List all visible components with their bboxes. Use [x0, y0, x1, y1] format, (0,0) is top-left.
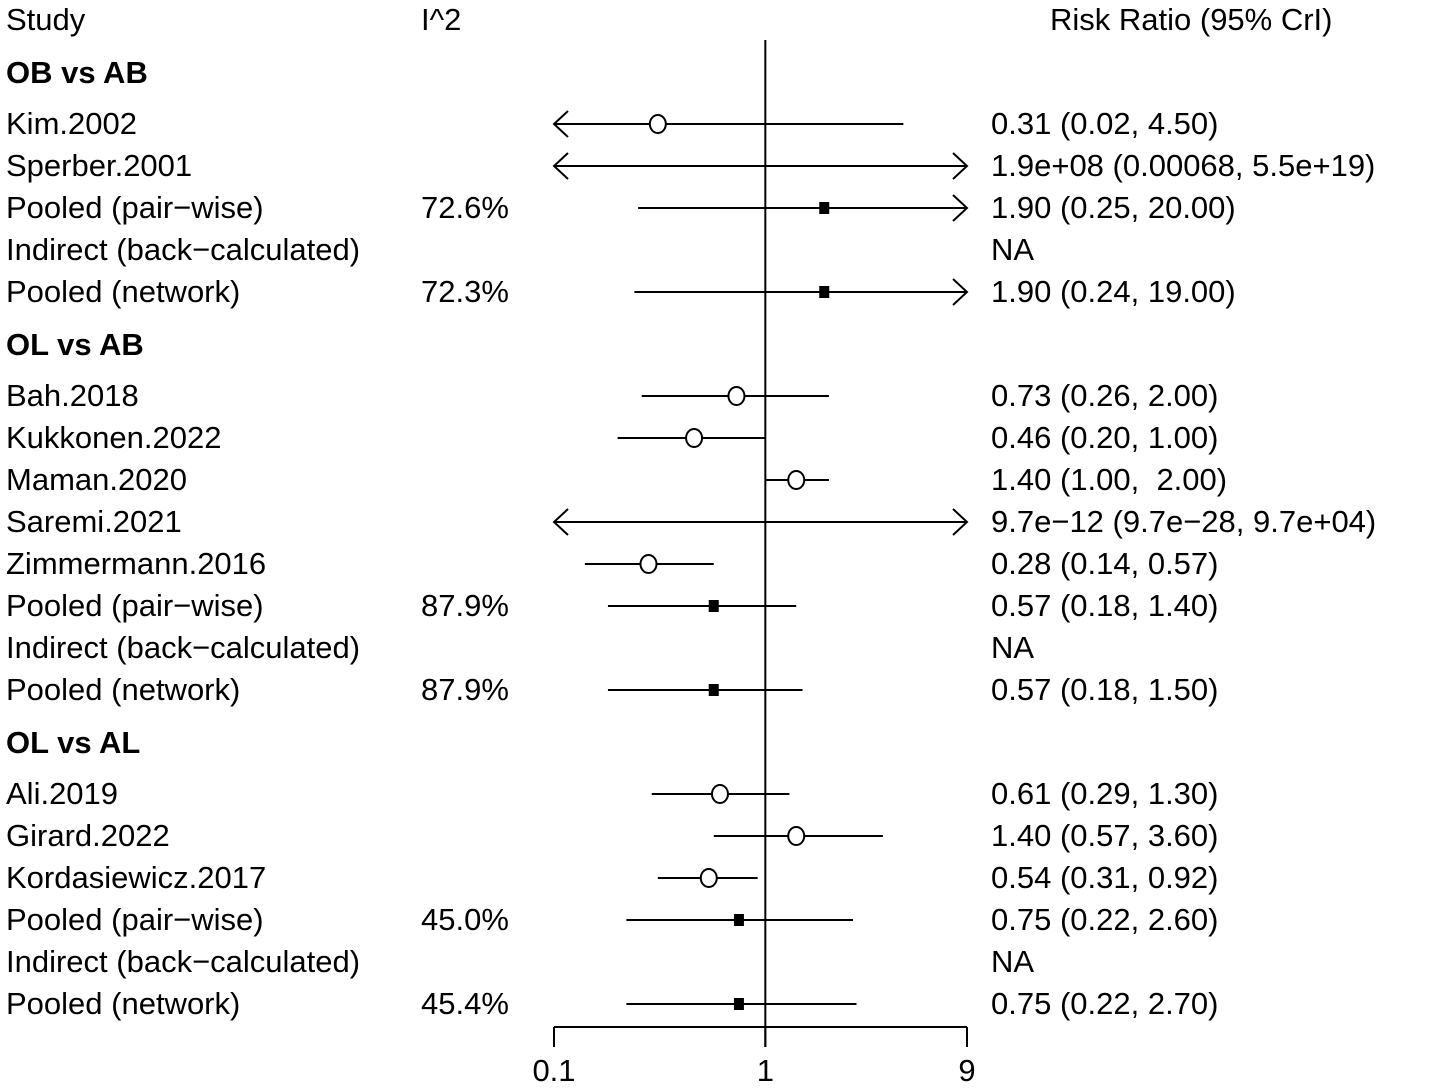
risk-ratio-text: 0.75 (0.22, 2.70) — [991, 986, 1219, 1021]
risk-ratio-text: 9.7e−12 (9.7e−28, 9.7e+04) — [991, 504, 1377, 539]
study-estimate — [584, 554, 714, 574]
point-square — [708, 684, 719, 696]
study-label: Kim.2002 — [6, 106, 137, 141]
pooled-estimate — [607, 684, 803, 696]
study-label: Pooled (network) — [6, 274, 241, 309]
header-study: Study — [6, 2, 86, 37]
point-circle — [787, 470, 806, 490]
study-label: Zimmermann.2016 — [6, 546, 267, 581]
risk-ratio-text: NA — [991, 630, 1035, 665]
group-label: OL vs AB — [6, 327, 144, 362]
study-estimate — [617, 428, 766, 448]
point-square — [708, 600, 719, 612]
point-square — [733, 914, 744, 926]
study-estimate — [713, 826, 883, 846]
study-label: Pooled (network) — [6, 672, 241, 707]
arrow-right-icon — [952, 508, 969, 536]
risk-ratio-text: 1.90 (0.25, 20.00) — [991, 190, 1236, 225]
risk-ratio-text: 0.28 (0.14, 0.57) — [991, 546, 1219, 581]
study-label: Indirect (back−calculated) — [6, 232, 361, 267]
risk-ratio-text: 0.57 (0.18, 1.40) — [991, 588, 1219, 623]
tick-label: 0.1 — [532, 1053, 575, 1088]
risk-ratio-text: NA — [991, 232, 1035, 267]
point-circle — [727, 386, 746, 406]
risk-ratio-text: 1.90 (0.24, 19.00) — [991, 274, 1236, 309]
study-label: Indirect (back−calculated) — [6, 630, 361, 665]
i2-value: 72.3% — [421, 274, 509, 309]
study-label: Kordasiewicz.2017 — [6, 860, 267, 895]
study-label: Girard.2022 — [6, 818, 170, 853]
point-square — [733, 998, 744, 1010]
risk-ratio-text: 0.31 (0.02, 4.50) — [991, 106, 1219, 141]
point-circle — [648, 114, 667, 134]
study-label: Pooled (pair−wise) — [6, 902, 264, 937]
point-circle — [787, 826, 806, 846]
study-estimate — [641, 386, 829, 406]
pooled-estimate — [607, 600, 797, 612]
point-square — [819, 286, 830, 298]
risk-ratio-text: 0.75 (0.22, 2.60) — [991, 902, 1219, 937]
risk-ratio-text: 1.9e+08 (0.00068, 5.5e+19) — [991, 148, 1376, 183]
study-estimate — [657, 868, 758, 888]
arrow-right-icon — [952, 194, 969, 222]
risk-ratio-text: 1.40 (0.57, 3.60) — [991, 818, 1219, 853]
study-label: Indirect (back−calculated) — [6, 944, 361, 979]
study-estimate — [552, 152, 969, 180]
group-label: OL vs AL — [6, 725, 141, 760]
study-label: Pooled (network) — [6, 986, 241, 1021]
arrow-right-icon — [952, 278, 969, 306]
header-i2: I^2 — [421, 2, 462, 37]
study-label: Sperber.2001 — [6, 148, 193, 183]
study-label: Pooled (pair−wise) — [6, 190, 264, 225]
tick-label: 9 — [958, 1053, 975, 1088]
pooled-estimate — [634, 278, 969, 306]
pooled-estimate — [626, 914, 854, 926]
i2-value: 87.9% — [421, 672, 509, 707]
study-estimate — [651, 784, 790, 804]
study-label: Bah.2018 — [6, 378, 139, 413]
group-label: OB vs AB — [6, 55, 148, 90]
study-label: Pooled (pair−wise) — [6, 588, 264, 623]
i2-value: 45.0% — [421, 902, 509, 937]
pooled-estimate — [626, 998, 857, 1010]
study-label: Saremi.2021 — [6, 504, 182, 539]
study-estimate — [552, 508, 969, 536]
risk-ratio-text: 0.46 (0.20, 1.00) — [991, 420, 1219, 455]
i2-value: 87.9% — [421, 588, 509, 623]
header-risk-ratio: Risk Ratio (95% CrI) — [1050, 2, 1333, 37]
tick-label: 1 — [757, 1053, 774, 1088]
risk-ratio-text: 0.54 (0.31, 0.92) — [991, 860, 1219, 895]
risk-ratio-text: 1.40 (1.00, 2.00) — [991, 462, 1228, 497]
pooled-estimate — [638, 194, 969, 222]
arrow-left-icon — [552, 110, 569, 138]
point-circle — [639, 554, 658, 574]
study-label: Kukkonen.2022 — [6, 420, 222, 455]
i2-value: 72.6% — [421, 190, 509, 225]
point-circle — [685, 428, 704, 448]
risk-ratio-text: 0.57 (0.18, 1.50) — [991, 672, 1219, 707]
x-axis: 0.1 1 9 — [532, 1026, 976, 1088]
arrow-left-icon — [552, 508, 569, 536]
risk-ratio-text: 0.73 (0.26, 2.00) — [991, 378, 1219, 413]
point-circle — [710, 784, 729, 804]
i2-value: 45.4% — [421, 986, 509, 1021]
study-label: Maman.2020 — [6, 462, 187, 497]
risk-ratio-text: 0.61 (0.29, 1.30) — [991, 776, 1219, 811]
arrow-right-icon — [952, 152, 969, 180]
point-circle — [699, 868, 718, 888]
risk-ratio-text: NA — [991, 944, 1035, 979]
point-square — [819, 202, 830, 214]
study-estimate — [552, 110, 904, 138]
study-estimate — [765, 470, 829, 490]
study-label: Ali.2019 — [6, 776, 119, 811]
arrow-left-icon — [552, 152, 569, 180]
